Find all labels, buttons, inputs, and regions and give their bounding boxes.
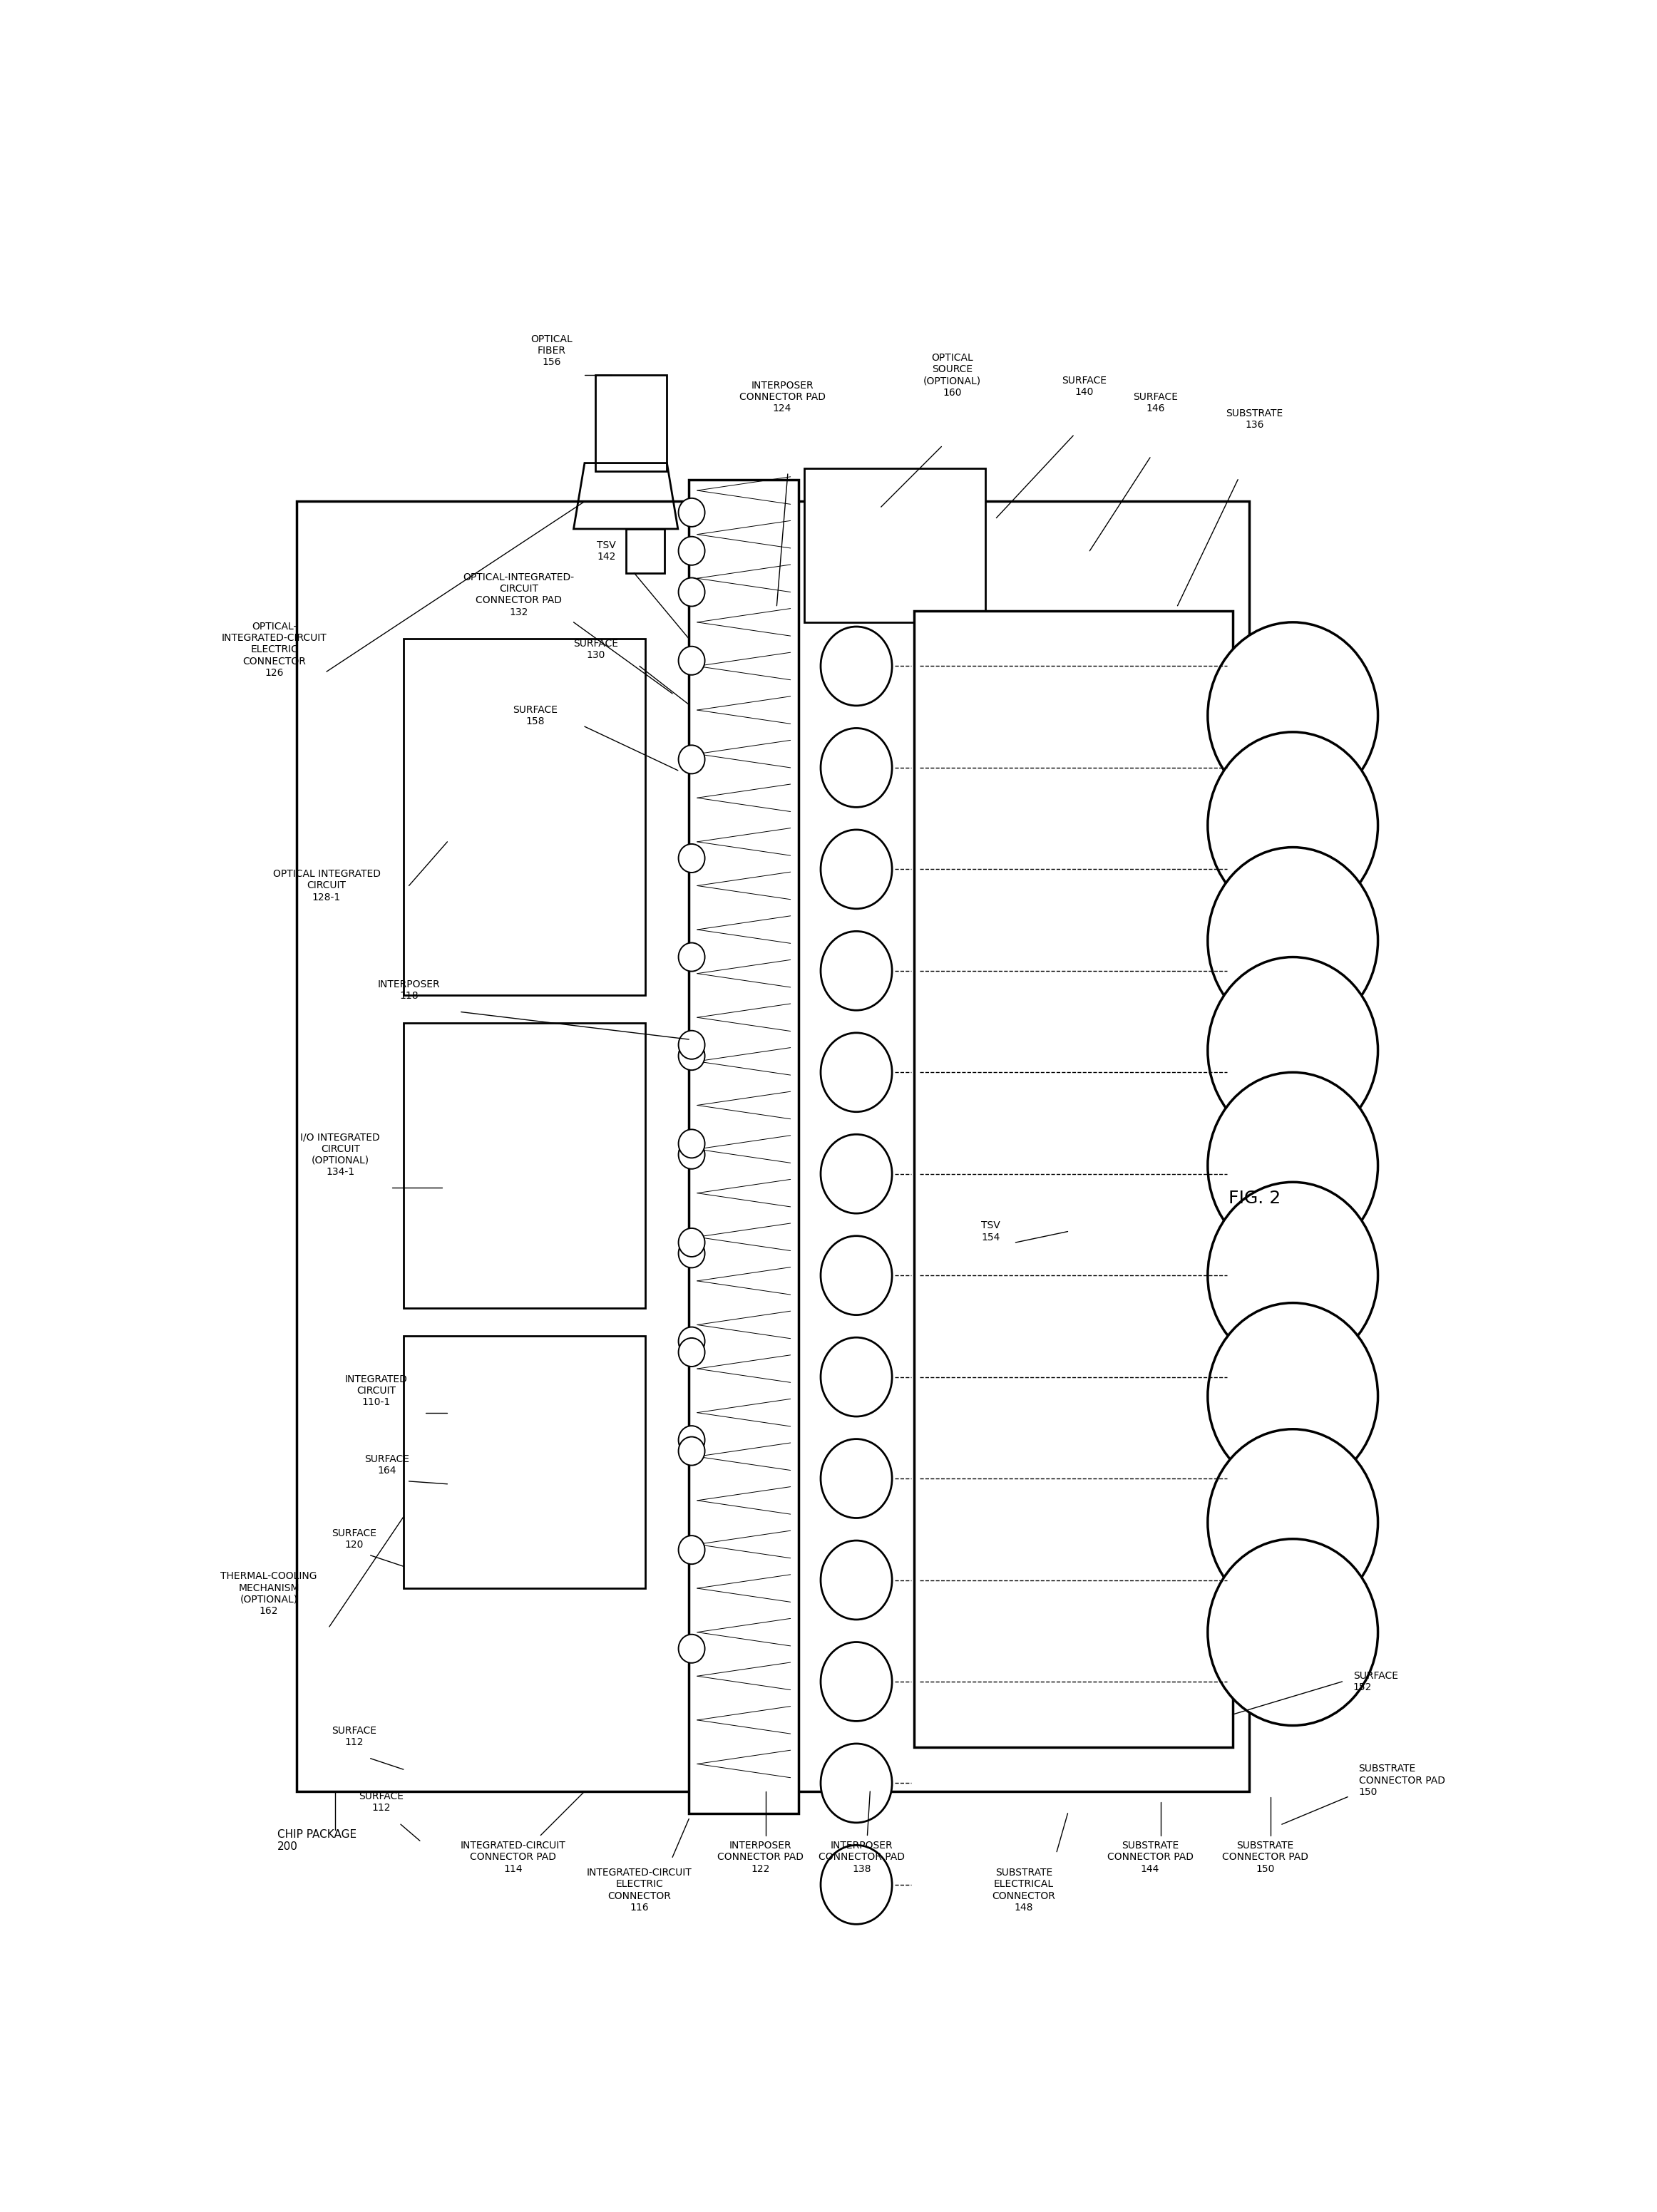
Text: SURFACE
158: SURFACE 158 (512, 706, 558, 726)
Text: SURFACE
130: SURFACE 130 (573, 639, 618, 661)
Text: SURFACE
140: SURFACE 140 (1062, 376, 1107, 396)
Ellipse shape (678, 1635, 704, 1663)
Text: SUBSTRATE
136: SUBSTRATE 136 (1226, 409, 1283, 429)
Text: OPTICAL
FIBER
156: OPTICAL FIBER 156 (530, 334, 573, 367)
Ellipse shape (820, 1135, 891, 1214)
Ellipse shape (678, 498, 704, 526)
Ellipse shape (820, 1641, 891, 1721)
Text: SURFACE
112: SURFACE 112 (360, 1792, 404, 1814)
Text: OPTICAL-INTEGRATED-
CIRCUIT
CONNECTOR PAD
132: OPTICAL-INTEGRATED- CIRCUIT CONNECTOR PA… (462, 573, 575, 617)
Ellipse shape (820, 830, 891, 909)
Bar (403, 1022, 645, 1307)
Ellipse shape (1208, 1181, 1379, 1369)
Ellipse shape (820, 931, 891, 1011)
Text: SUBSTRATE
CONNECTOR PAD
150: SUBSTRATE CONNECTOR PAD 150 (1223, 1840, 1309, 1874)
Text: SURFACE
120: SURFACE 120 (331, 1528, 376, 1551)
Text: SUBSTRATE
ELECTRICAL
CONNECTOR
148: SUBSTRATE ELECTRICAL CONNECTOR 148 (993, 1867, 1056, 1913)
Ellipse shape (678, 1438, 704, 1464)
Ellipse shape (678, 538, 704, 564)
Bar (915, 611, 1233, 1747)
Ellipse shape (820, 1338, 891, 1416)
Ellipse shape (1208, 1073, 1379, 1259)
Ellipse shape (678, 1427, 704, 1453)
Bar (804, 469, 986, 622)
Bar (403, 639, 645, 995)
Ellipse shape (678, 1239, 704, 1267)
Text: CHIP PACKAGE
200: CHIP PACKAGE 200 (277, 1829, 356, 1851)
Ellipse shape (1208, 847, 1379, 1033)
Ellipse shape (820, 728, 891, 807)
Ellipse shape (678, 1338, 704, 1367)
Bar (689, 480, 799, 1814)
Bar (297, 502, 1249, 1792)
Ellipse shape (678, 1327, 704, 1356)
Ellipse shape (1208, 1540, 1379, 1725)
Text: INTEGRATED
CIRCUIT
110-1: INTEGRATED CIRCUIT 110-1 (345, 1374, 408, 1407)
Text: OPTICAL-
INTEGRATED-CIRCUIT
ELECTRIC
CONNECTOR
126: OPTICAL- INTEGRATED-CIRCUIT ELECTRIC CON… (222, 622, 326, 677)
Ellipse shape (820, 626, 891, 706)
Ellipse shape (678, 646, 704, 675)
Ellipse shape (820, 1237, 891, 1314)
Text: TSV
154: TSV 154 (981, 1221, 1001, 1243)
Text: TSV
142: TSV 142 (597, 540, 616, 562)
Ellipse shape (678, 1042, 704, 1071)
Text: OPTICAL INTEGRATED
CIRCUIT
128-1: OPTICAL INTEGRATED CIRCUIT 128-1 (273, 869, 381, 902)
Text: SURFACE
112: SURFACE 112 (331, 1725, 376, 1747)
Ellipse shape (820, 1440, 891, 1517)
Ellipse shape (820, 1033, 891, 1113)
Ellipse shape (1208, 1429, 1379, 1615)
Ellipse shape (1208, 622, 1379, 810)
Text: INTERPOSER
CONNECTOR PAD
124: INTERPOSER CONNECTOR PAD 124 (739, 380, 825, 414)
Ellipse shape (1208, 958, 1379, 1144)
Ellipse shape (820, 1845, 891, 1924)
Text: INTEGRATED-CIRCUIT
ELECTRIC
CONNECTOR
116: INTEGRATED-CIRCUIT ELECTRIC CONNECTOR 11… (587, 1867, 693, 1913)
Bar (626, 529, 664, 573)
Ellipse shape (678, 845, 704, 872)
Ellipse shape (678, 577, 704, 606)
Text: SURFACE
146: SURFACE 146 (1133, 392, 1178, 414)
Ellipse shape (678, 1031, 704, 1060)
Ellipse shape (1208, 1303, 1379, 1489)
Ellipse shape (678, 942, 704, 971)
Bar (403, 1336, 645, 1588)
Ellipse shape (820, 1743, 891, 1823)
Ellipse shape (678, 1130, 704, 1157)
Ellipse shape (820, 1540, 891, 1619)
Ellipse shape (678, 1141, 704, 1168)
Text: SUBSTRATE
CONNECTOR PAD
144: SUBSTRATE CONNECTOR PAD 144 (1107, 1840, 1193, 1874)
Text: THERMAL-COOLING
MECHANISM
(OPTIONAL)
162: THERMAL-COOLING MECHANISM (OPTIONAL) 162 (220, 1571, 316, 1617)
Text: SURFACE
164: SURFACE 164 (365, 1453, 409, 1475)
Text: SURFACE
152: SURFACE 152 (1354, 1670, 1399, 1692)
Text: INTERPOSER
118: INTERPOSER 118 (378, 980, 441, 1000)
Text: SUBSTRATE
CONNECTOR PAD
150: SUBSTRATE CONNECTOR PAD 150 (1359, 1763, 1445, 1796)
Ellipse shape (678, 745, 704, 774)
Text: INTERPOSER
CONNECTOR PAD
122: INTERPOSER CONNECTOR PAD 122 (717, 1840, 804, 1874)
Text: FIG. 2: FIG. 2 (1228, 1190, 1281, 1208)
Bar (595, 376, 666, 471)
Text: INTERPOSER
CONNECTOR PAD
138: INTERPOSER CONNECTOR PAD 138 (819, 1840, 905, 1874)
Text: OPTICAL
SOURCE
(OPTIONAL)
160: OPTICAL SOURCE (OPTIONAL) 160 (923, 354, 981, 398)
Text: I/O INTEGRATED
CIRCUIT
(OPTIONAL)
134-1: I/O INTEGRATED CIRCUIT (OPTIONAL) 134-1 (300, 1133, 379, 1177)
Text: INTEGRATED-CIRCUIT
CONNECTOR PAD
114: INTEGRATED-CIRCUIT CONNECTOR PAD 114 (461, 1840, 567, 1874)
Ellipse shape (678, 1228, 704, 1256)
Ellipse shape (1208, 732, 1379, 918)
Ellipse shape (678, 1535, 704, 1564)
